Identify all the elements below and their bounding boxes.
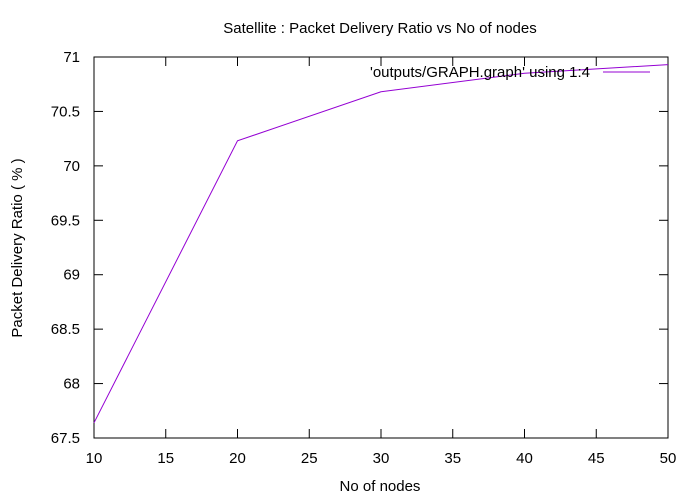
y-tick-label: 67.5 [51, 430, 80, 447]
y-tick-label: 71 [63, 49, 80, 66]
y-tick-label: 70.5 [51, 103, 80, 120]
chart-title: Satellite : Packet Delivery Ratio vs No … [223, 20, 536, 37]
series-lines [93, 64, 669, 424]
y-tick-label: 70 [63, 158, 80, 175]
x-tick-label: 30 [373, 450, 390, 467]
y-tick-label: 68.5 [51, 321, 80, 338]
y-axis: 67.5 68 68.5 69 69.5 70 70.5 71 [51, 49, 668, 447]
y-tick-label: 69 [63, 267, 80, 284]
y-tick-label: 69.5 [51, 212, 80, 229]
y-axis-label: Packet Delivery Ratio ( % ) [9, 158, 26, 337]
x-tick-label: 50 [660, 450, 677, 467]
y-tick-label: 68 [63, 376, 80, 393]
legend-label: 'outputs/GRAPH.graph' using 1:4 [370, 64, 590, 81]
x-axis: 10 15 20 25 30 35 40 45 50 [86, 57, 677, 467]
x-tick-label: 15 [157, 450, 174, 467]
x-tick-label: 20 [229, 450, 246, 467]
x-tick-label: 35 [444, 450, 461, 467]
plot-area-frame [93, 56, 669, 439]
x-axis-label: No of nodes [340, 478, 421, 495]
x-tick-label: 10 [86, 450, 103, 467]
x-tick-label: 45 [588, 450, 605, 467]
x-tick-label: 40 [516, 450, 533, 467]
x-tick-label: 25 [301, 450, 318, 467]
series-line [93, 64, 669, 424]
legend: 'outputs/GRAPH.graph' using 1:4 [370, 64, 650, 81]
